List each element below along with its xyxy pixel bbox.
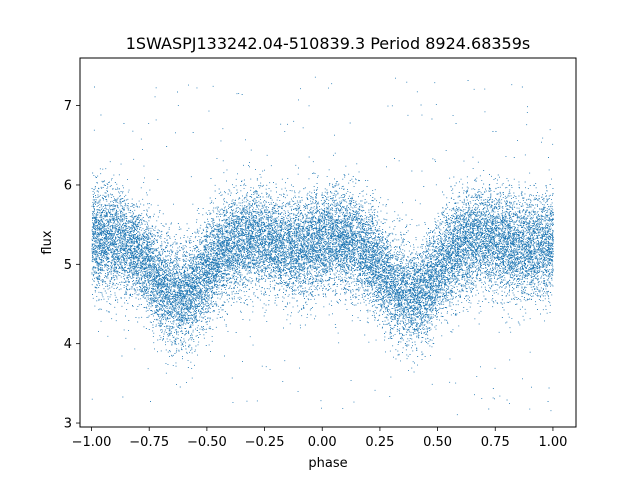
x-tick-label: 0.75 (481, 435, 510, 450)
x-tick-label: 0.25 (365, 435, 394, 450)
x-tick-label: 1.00 (538, 435, 567, 450)
x-tick-label: −0.75 (129, 435, 169, 450)
x-tick-label: −0.25 (245, 435, 285, 450)
plot-frame (79, 57, 577, 428)
y-tick-label: 6 (64, 178, 72, 193)
x-tick-label: −0.50 (187, 435, 227, 450)
scatter-points (91, 76, 554, 416)
y-tick-label: 3 (64, 417, 72, 432)
y-axis: 3 4 5 6 7 (64, 99, 80, 432)
x-tick-label: 0.00 (308, 435, 337, 450)
x-tick-label: 0.50 (423, 435, 452, 450)
y-tick-label: 4 (64, 337, 72, 352)
chart-title: 1SWASPJ133242.04-510839.3 Period 8924.68… (126, 34, 531, 53)
x-axis-label: phase (308, 456, 347, 471)
x-tick-label: −1.00 (72, 435, 112, 450)
data-points (91, 76, 554, 416)
y-tick-label: 7 (64, 99, 72, 114)
y-axis-label: flux (40, 230, 55, 254)
x-axis: −1.00 −0.75 −0.50 −0.25 0.00 0.25 0.50 0.75 1.00 (72, 427, 567, 450)
y-tick-label: 5 (64, 258, 72, 273)
